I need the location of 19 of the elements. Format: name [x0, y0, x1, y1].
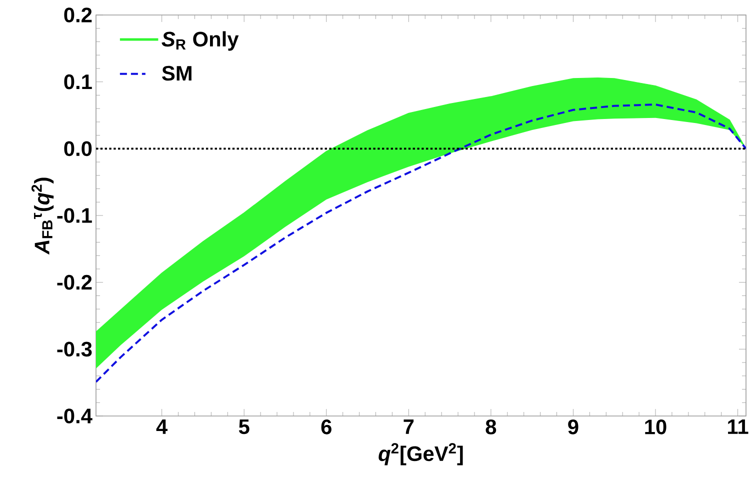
legend-label: S$_{R}$ Only: [162, 31, 239, 51]
y-tick-label: 0.1: [64, 74, 92, 90]
y-tick-label: -0.3: [57, 342, 92, 357]
y-tick-label: -0.2: [57, 274, 92, 290]
x-tick-label: 10: [645, 420, 666, 434]
x-tick-label: 7: [404, 420, 414, 434]
y-axis-title: A$_{FB}$$^{τ}$(q$^{2}$): [32, 178, 54, 255]
x-tick-label: 11: [728, 420, 748, 434]
y-tick-label: -0.1: [57, 208, 92, 223]
x-tick-label: 8: [486, 420, 496, 434]
x-tick-label: 9: [568, 420, 578, 434]
x-tick-label: 6: [321, 420, 332, 434]
legend-label: SM: [162, 66, 192, 81]
x-axis-title: q$^{2}$[GeV$^{2}$]: [378, 443, 463, 466]
y-tick-label: -0.4: [57, 408, 92, 424]
x-tick-label: 5: [238, 420, 250, 434]
x-tick-label: 4: [156, 420, 168, 434]
y-tick-label: 0.2: [64, 8, 92, 22]
y-tick-label: 0.0: [64, 141, 92, 156]
